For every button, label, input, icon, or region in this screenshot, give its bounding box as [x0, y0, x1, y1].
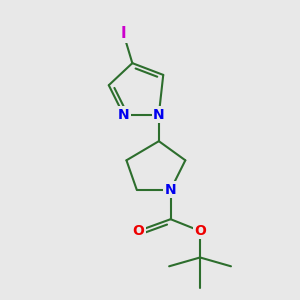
Text: O: O	[132, 224, 144, 238]
Text: O: O	[194, 224, 206, 238]
Text: I: I	[121, 26, 126, 41]
Text: N: N	[118, 108, 129, 122]
Text: N: N	[153, 108, 165, 122]
Text: N: N	[165, 183, 176, 197]
